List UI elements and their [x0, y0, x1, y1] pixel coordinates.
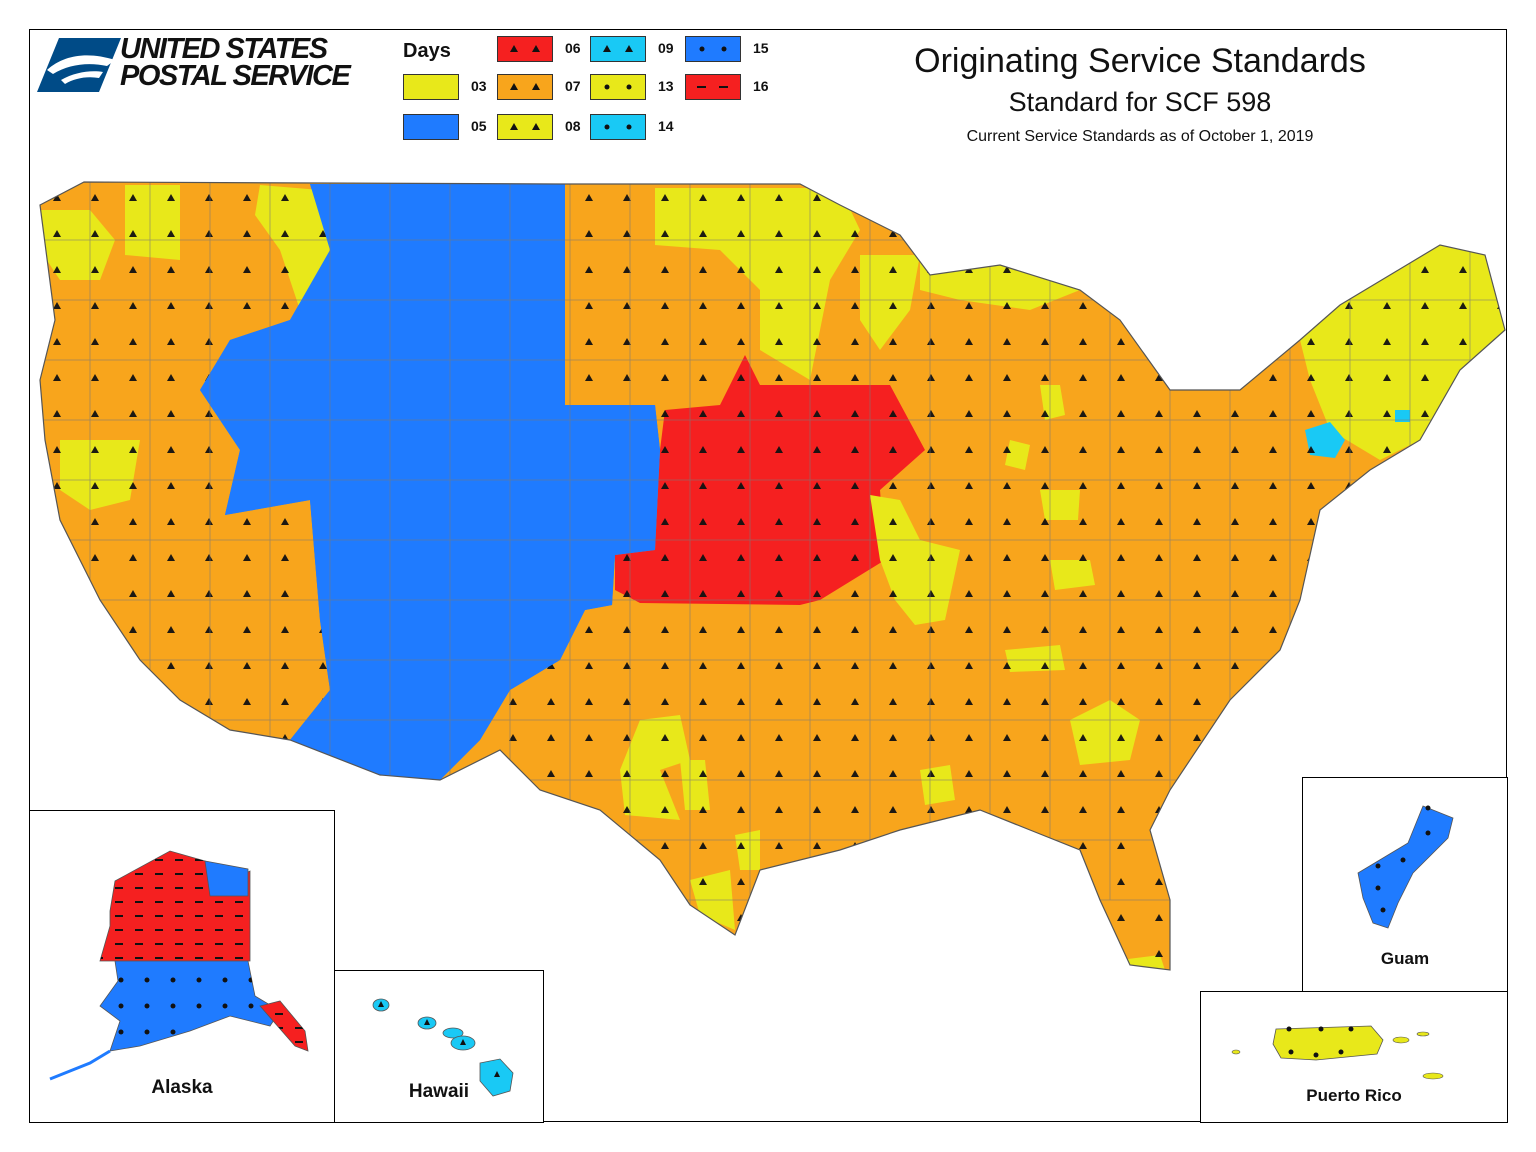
legend-swatch-09: [590, 36, 646, 62]
guam-label: Guam: [1380, 949, 1430, 968]
alaska-label: Alaska: [151, 1077, 213, 1098]
puerto-rico-map: [1231, 1025, 1444, 1080]
hawaii-map: [372, 998, 514, 1097]
legend-label-13: 13: [658, 78, 674, 94]
region-05-days-plain: [200, 184, 660, 780]
legend-title: Days: [403, 40, 451, 62]
legend-label-07: 07: [565, 78, 581, 94]
title-block: Originating Service Standards Standard f…: [880, 40, 1400, 146]
legend-label-05: 05: [471, 118, 487, 134]
legend-swatch-05: [403, 114, 459, 140]
legend-swatch-08: [497, 114, 553, 140]
legend-swatch-07: [497, 74, 553, 100]
legend-swatch-16: [685, 74, 741, 100]
legend-swatch-15: [685, 36, 741, 62]
guam-inset: Guam: [1302, 777, 1508, 992]
hawaii-label: Hawaii: [408, 1081, 470, 1102]
legend-label-03: 03: [471, 78, 487, 94]
hawaii-inset: Hawaii: [334, 970, 544, 1123]
as-of-date: Current Service Standards as of October …: [966, 128, 1314, 145]
legend-label-09: 09: [658, 40, 674, 56]
puerto-rico-inset: Puerto Rico: [1200, 991, 1508, 1123]
legend-swatch-03: [403, 74, 459, 100]
legend-swatch-13: [590, 74, 646, 100]
legend-swatch-06: [497, 36, 553, 62]
legend-label-06: 06: [565, 40, 581, 56]
alaska-map: [49, 850, 309, 1081]
brand-line-1: UNITED STATES: [120, 33, 328, 65]
brand-line-2: POSTAL SERVICE: [120, 60, 351, 92]
alaska-inset: Alaska: [29, 810, 335, 1123]
map-title: Originating Service Standards: [914, 42, 1366, 80]
legend-label-16: 16: [753, 78, 769, 94]
zip3-boundaries: [40, 182, 1505, 970]
legend: Days 03 05 06 07 08 09 13 14 15 16: [400, 36, 790, 148]
guam-map: [1357, 805, 1454, 929]
usps-wordmark: UNITED STATES POSTAL SERVICE: [120, 33, 351, 92]
legend-label-08: 08: [565, 118, 581, 134]
legend-label-14: 14: [658, 118, 674, 134]
usps-eagle-logo-icon: [37, 38, 121, 92]
map-subtitle: Standard for SCF 598: [1008, 87, 1272, 117]
legend-swatch-14: [590, 114, 646, 140]
puerto-rico-label: Puerto Rico: [1306, 1086, 1402, 1105]
legend-label-15: 15: [753, 40, 769, 56]
